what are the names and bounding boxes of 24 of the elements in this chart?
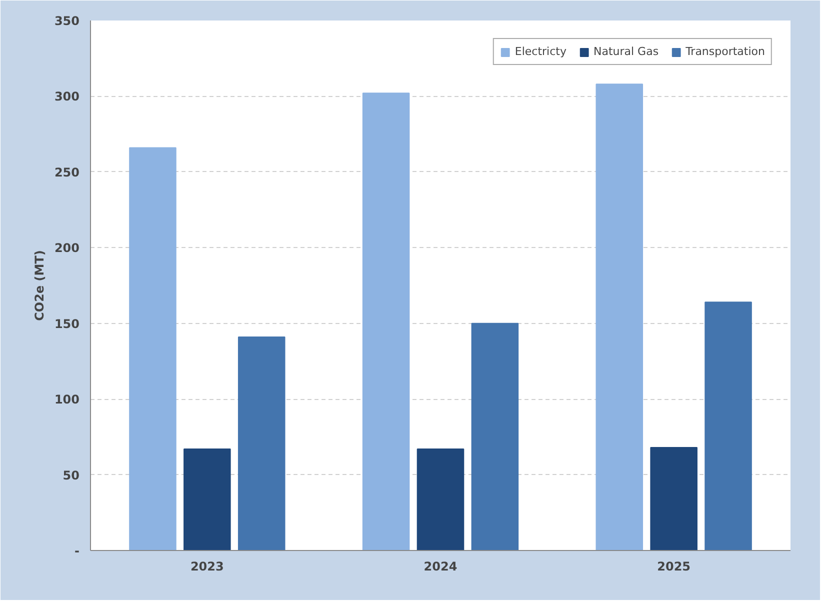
bar <box>416 448 464 550</box>
y-tick-label: 50 <box>62 468 80 482</box>
bar <box>704 302 752 550</box>
y-tick-label: 250 <box>54 165 80 180</box>
y-tick-label: 150 <box>54 316 80 331</box>
y-tick-label: 200 <box>54 241 80 256</box>
x-tick-label: 2024 <box>424 560 458 574</box>
x-tick-label: 2025 <box>657 560 691 574</box>
bar <box>650 447 698 550</box>
bar <box>129 147 176 550</box>
bar <box>238 336 286 550</box>
y-tick-label: - <box>74 544 80 558</box>
bar <box>362 92 410 550</box>
legend-label: Transportation <box>686 45 765 58</box>
legend-label: Electricty <box>514 45 566 58</box>
bar <box>184 448 231 550</box>
y-axis-title: CO2e (MT) <box>32 250 46 321</box>
legend-label: Natural Gas <box>593 45 659 58</box>
bar <box>471 322 519 550</box>
x-tick-label: 2023 <box>190 560 224 574</box>
bar <box>596 84 644 550</box>
y-tick-label: 350 <box>54 14 80 28</box>
y-tick-label: 100 <box>54 392 80 407</box>
y-tick-label: 300 <box>54 90 80 104</box>
